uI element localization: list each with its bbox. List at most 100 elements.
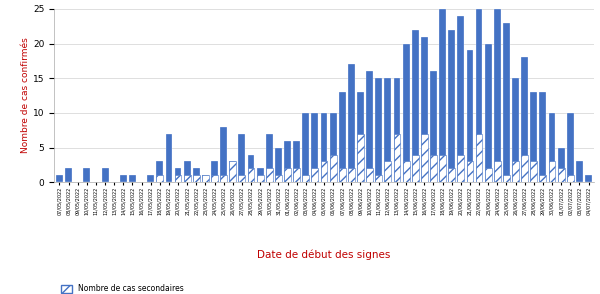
Bar: [339, 92, 346, 182]
Bar: [348, 168, 355, 182]
Bar: [539, 92, 547, 182]
Bar: [412, 155, 419, 182]
Bar: [248, 155, 254, 182]
Bar: [448, 168, 455, 182]
Bar: [430, 71, 437, 182]
Bar: [202, 175, 209, 182]
Bar: [56, 175, 63, 182]
Bar: [476, 9, 482, 182]
Bar: [412, 30, 419, 182]
Bar: [539, 175, 547, 182]
Bar: [175, 168, 181, 182]
Bar: [275, 148, 282, 182]
Bar: [184, 161, 191, 182]
Bar: [248, 168, 254, 182]
Bar: [512, 161, 519, 182]
Bar: [257, 168, 263, 182]
Bar: [394, 78, 400, 182]
Bar: [284, 168, 291, 182]
Bar: [503, 175, 510, 182]
Bar: [147, 175, 154, 182]
Bar: [229, 161, 236, 182]
Bar: [238, 134, 245, 182]
Bar: [385, 78, 391, 182]
Bar: [476, 134, 482, 182]
Bar: [521, 155, 528, 182]
Bar: [339, 168, 346, 182]
Bar: [394, 134, 400, 182]
Bar: [585, 175, 592, 182]
Bar: [101, 168, 109, 182]
Bar: [421, 134, 428, 182]
Bar: [83, 168, 90, 182]
Bar: [467, 161, 473, 182]
Bar: [166, 134, 172, 182]
Bar: [220, 127, 227, 182]
Bar: [366, 168, 373, 182]
Bar: [311, 168, 318, 182]
Bar: [330, 113, 337, 182]
Bar: [439, 155, 446, 182]
Bar: [448, 30, 455, 182]
Bar: [211, 161, 218, 182]
Bar: [202, 175, 209, 182]
Bar: [403, 161, 410, 182]
Bar: [485, 44, 491, 182]
Bar: [293, 141, 300, 182]
Bar: [485, 168, 491, 182]
Bar: [548, 113, 556, 182]
Bar: [376, 175, 382, 182]
Bar: [512, 78, 519, 182]
Bar: [157, 175, 163, 182]
Bar: [567, 113, 574, 182]
Bar: [320, 161, 328, 182]
Bar: [238, 175, 245, 182]
Bar: [65, 168, 72, 182]
Bar: [366, 71, 373, 182]
Bar: [530, 92, 537, 182]
Bar: [229, 161, 236, 182]
Bar: [421, 36, 428, 182]
Bar: [266, 134, 272, 182]
Bar: [293, 168, 300, 182]
Bar: [376, 78, 382, 182]
Bar: [284, 141, 291, 182]
Bar: [430, 155, 437, 182]
Bar: [567, 175, 574, 182]
Bar: [193, 168, 200, 182]
Bar: [302, 175, 309, 182]
Bar: [403, 44, 410, 182]
Bar: [266, 168, 272, 182]
Bar: [220, 175, 227, 182]
Bar: [530, 161, 537, 182]
Bar: [558, 148, 565, 182]
Bar: [348, 64, 355, 182]
Bar: [439, 9, 446, 182]
Bar: [157, 161, 163, 182]
Bar: [129, 175, 136, 182]
Bar: [330, 155, 337, 182]
Bar: [548, 161, 556, 182]
Bar: [385, 161, 391, 182]
Bar: [311, 113, 318, 182]
Bar: [120, 175, 127, 182]
Bar: [494, 161, 501, 182]
Bar: [302, 113, 309, 182]
Bar: [357, 134, 364, 182]
Bar: [467, 51, 473, 182]
Bar: [175, 175, 181, 182]
Bar: [193, 175, 200, 182]
Bar: [558, 168, 565, 182]
X-axis label: Date de début des signes: Date de début des signes: [257, 249, 391, 260]
Y-axis label: Nombre de cas confirmés: Nombre de cas confirmés: [21, 38, 30, 153]
Bar: [457, 155, 464, 182]
Bar: [357, 92, 364, 182]
Bar: [184, 175, 191, 182]
Bar: [494, 9, 501, 182]
Bar: [503, 23, 510, 182]
Bar: [576, 161, 583, 182]
Bar: [457, 16, 464, 182]
Bar: [521, 57, 528, 182]
Legend: Nombre de cas secondaires: Nombre de cas secondaires: [58, 281, 187, 294]
Bar: [320, 113, 328, 182]
